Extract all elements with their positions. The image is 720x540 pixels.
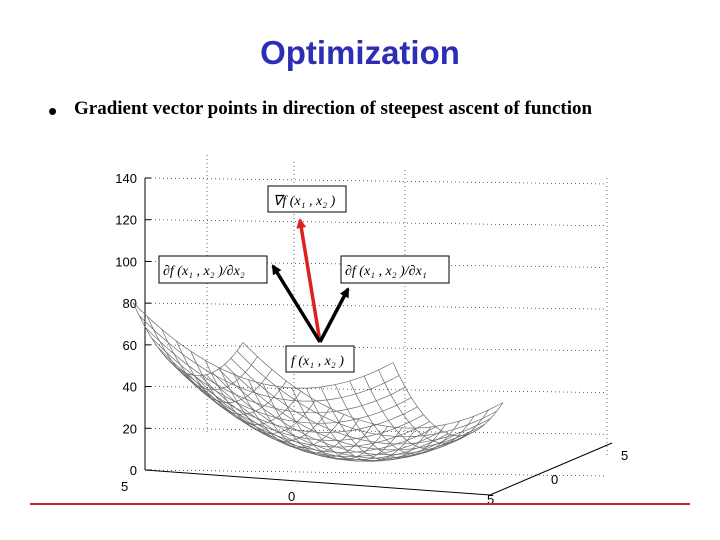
point-label: f (x₁ , x₂ ) xyxy=(291,354,344,369)
y-tick-label: 5 xyxy=(621,448,628,463)
bullet-dot-icon: • xyxy=(48,96,58,126)
z-tick-label: 40 xyxy=(123,380,137,395)
z-tick-label: 120 xyxy=(115,213,137,228)
gradient-label: ∇f (x₁ , x₂ ) xyxy=(273,194,336,209)
x-tick-label: 5 xyxy=(487,492,494,507)
partial-x1-arrow xyxy=(318,287,350,343)
slide-title: Optimization xyxy=(260,34,460,71)
z-tick-label: 60 xyxy=(123,338,137,353)
box-grid xyxy=(150,155,608,477)
partial-x2-label-box: ∂f (x₁ , x₂ )/∂x₂ xyxy=(158,255,268,284)
partial-x2-arrow xyxy=(271,264,322,343)
surface-mesh xyxy=(132,302,504,462)
z-tick-label: 80 xyxy=(123,296,137,311)
z-tick-label: 20 xyxy=(123,421,137,436)
gradient-label-box: ∇f (x₁ , x₂ ) xyxy=(267,185,347,213)
base-axes xyxy=(144,442,613,496)
gradient-arrow xyxy=(296,218,322,343)
z-tick-label: 0 xyxy=(130,463,137,478)
x-tick-label: 0 xyxy=(288,489,295,504)
point-label-box: f (x₁ , x₂ ) xyxy=(285,345,355,373)
z-axis: 140 120 100 80 60 40 20 0 xyxy=(115,171,151,478)
bullet-text: Gradient vector points in direction of s… xyxy=(74,98,593,119)
partial-x2-label: ∂f (x₁ , x₂ )/∂x₂ xyxy=(163,264,245,279)
z-tick-label: 100 xyxy=(115,254,137,269)
z-tick-label: 140 xyxy=(115,171,137,186)
partial-x1-label: ∂f (x₁ , x₂ )/∂x₁ xyxy=(345,264,427,279)
y-tick-label: 0 xyxy=(551,472,558,487)
footer-divider xyxy=(30,503,690,505)
x-tick-label: 5 xyxy=(121,479,128,494)
partial-x1-label-box: ∂f (x₁ , x₂ )/∂x₁ xyxy=(340,255,450,284)
